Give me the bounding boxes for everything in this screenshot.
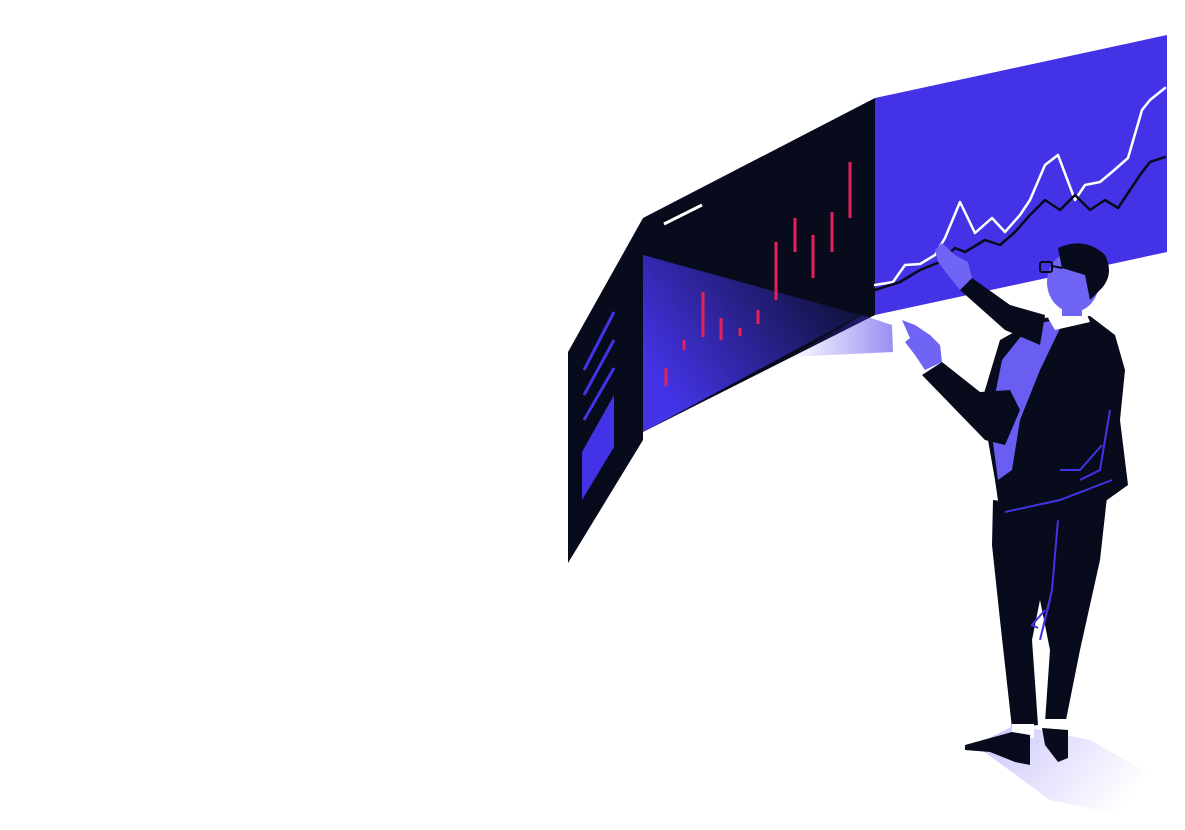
candlestick-panel — [643, 98, 875, 432]
trousers — [992, 488, 1108, 728]
lower-arm — [922, 362, 1020, 445]
candlestick-chart-icon — [664, 162, 852, 386]
right-shoe — [1042, 728, 1068, 762]
left-shoe — [965, 732, 1030, 765]
projection-beam — [790, 315, 893, 357]
pointing-hand — [902, 320, 942, 370]
panel-glow — [643, 255, 860, 432]
left-side-panel — [568, 218, 643, 563]
line-chart-panel — [873, 35, 1167, 315]
person-icon — [902, 243, 1128, 765]
jacket-highlight — [990, 318, 1065, 480]
panel-header-line — [663, 203, 703, 226]
raised-arm — [960, 278, 1045, 345]
hair — [1058, 243, 1109, 300]
panel-block — [582, 395, 614, 500]
raised-hand — [935, 243, 972, 290]
glasses-icon — [1039, 261, 1063, 273]
neck — [1062, 300, 1082, 316]
